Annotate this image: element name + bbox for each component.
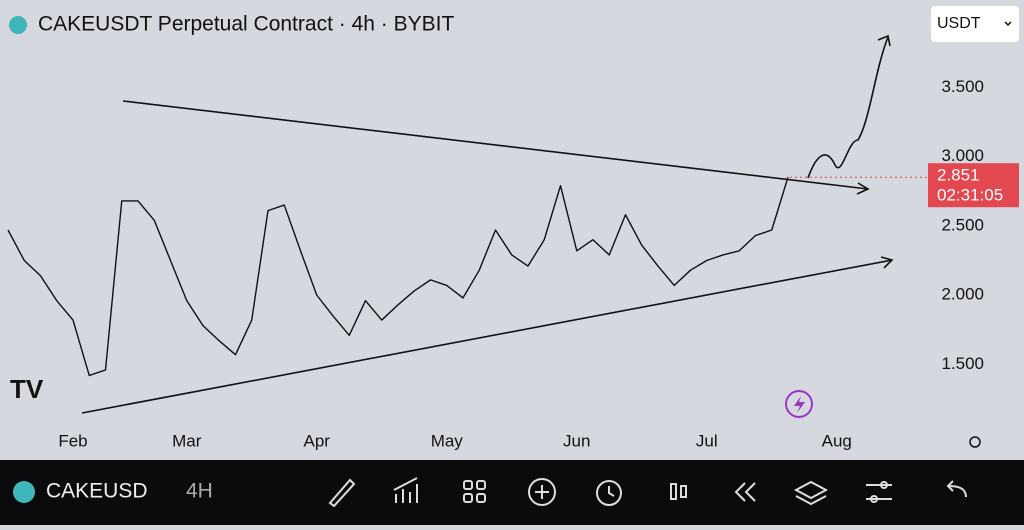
flash-icon[interactable] (785, 390, 813, 418)
alert-tool[interactable] (596, 480, 622, 506)
y-tick-label: 2.500 (941, 215, 984, 234)
layout-tool[interactable] (463, 480, 473, 490)
y-tick-label: 2.000 (941, 285, 984, 304)
last-price-tag (928, 163, 1019, 208)
symbol-logo (9, 16, 27, 34)
dropdown-arrow (1004, 21, 1012, 27)
settings-tool-knob (870, 495, 878, 503)
x-tick-label: Mar (172, 431, 202, 450)
trend-line-lower (81, 259, 893, 414)
toolbar-logo (13, 481, 35, 503)
replay-tool[interactable] (734, 482, 756, 502)
add-tool[interactable] (528, 478, 556, 506)
flash-icon-bolt (794, 396, 805, 413)
layout-tool (476, 480, 486, 490)
x-tick-label: Aug (822, 431, 852, 450)
toolbar-icons (328, 477, 967, 508)
draw-tool[interactable] (328, 478, 356, 508)
y-tick-label: 3.500 (941, 77, 984, 96)
layout-tool (463, 493, 473, 503)
y-tick-label: 1.500 (941, 354, 984, 373)
toolbar (0, 460, 1024, 525)
x-tick-label: May (431, 431, 464, 450)
currency-label[interactable]: USDT (937, 15, 981, 32)
x-tick-label: Jun (563, 431, 590, 450)
countdown-label: 02:31:05 (937, 186, 1003, 205)
trend-line-upper (122, 100, 869, 190)
arrow-head (880, 256, 894, 269)
settings-icon[interactable] (969, 436, 981, 448)
layers-tool[interactable] (793, 480, 829, 506)
toolbar-symbol[interactable]: CAKEUSD (46, 480, 148, 503)
y-tick-label: 3.000 (941, 146, 984, 165)
candle-tool (680, 485, 687, 498)
settings-tool-knob (880, 481, 888, 489)
x-tick-label: Apr (304, 431, 331, 450)
arrow-head (856, 182, 870, 195)
chart-title: CAKEUSDT Perpetual Contract · 4h · BYBIT (38, 13, 454, 36)
candle-tool[interactable] (670, 483, 677, 500)
last-price-label: 2.851 (937, 166, 980, 185)
layout-tool (476, 493, 486, 503)
projection-path (807, 36, 889, 179)
currency-select[interactable] (931, 6, 1019, 42)
tv-logo: TV (10, 374, 44, 404)
undo-tool[interactable] (946, 480, 967, 498)
price-line (7, 177, 789, 377)
x-tick-label: Feb (58, 431, 87, 450)
alert-tool-hands (608, 486, 615, 497)
plot-background (0, 0, 1024, 460)
arrow-head (877, 34, 891, 47)
toolbar-interval[interactable]: 4H (186, 480, 213, 503)
add-tool-plus (535, 485, 549, 499)
x-tick-label: Jul (696, 431, 718, 450)
indicators-tool[interactable] (393, 477, 418, 503)
